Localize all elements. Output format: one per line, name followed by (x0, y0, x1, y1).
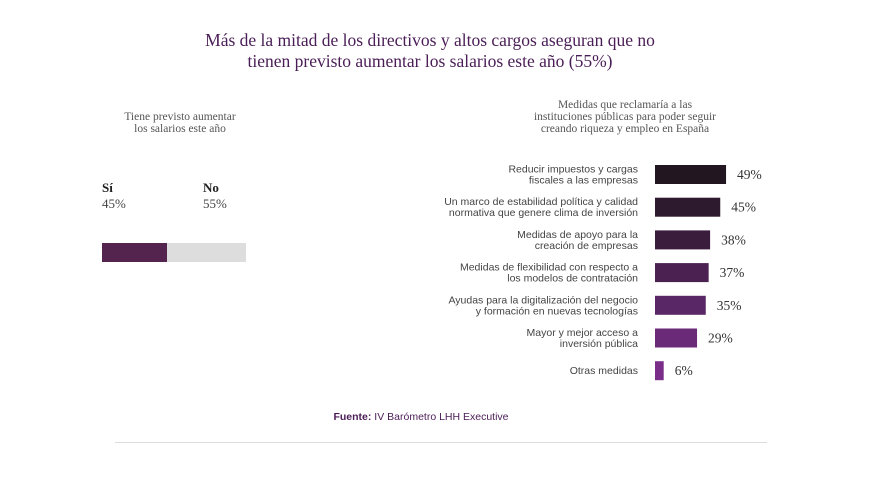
yes-value: 45% (102, 196, 126, 211)
right-subtitle-line-2: instituciones públicas para poder seguir (533, 111, 717, 123)
yes-label: Sí (102, 180, 113, 195)
left-subtitle-line-2: los salarios este año (134, 123, 226, 135)
source-label: Fuente: (333, 411, 372, 423)
value-label-7: 6% (675, 363, 693, 378)
value-label-2: 45% (731, 200, 756, 215)
right-subtitle-line-3: creando riqueza y empleo en España (540, 123, 710, 135)
left-subtitle-line-1: Tiene previsto aumentar (124, 111, 236, 123)
title-line-2: tienen previsto aumentar los salarios es… (247, 51, 613, 71)
right-subtitle-line-1: Medidas que reclamaría a las (557, 99, 693, 111)
bar-6 (655, 328, 698, 348)
title-line-1: Más de la mitad de los directivos y alto… (205, 30, 655, 50)
yes-share-fill (102, 243, 167, 262)
bar-3 (655, 230, 711, 250)
category-label-7: Otras medidas (570, 365, 638, 377)
bar-1 (655, 165, 727, 184)
bar-4 (655, 263, 709, 283)
category-label-5: Ayudas para la digitalización del negoci… (448, 294, 638, 317)
category-label-4: Medidas de flexibilidad con respecto a lo… (460, 262, 638, 285)
value-label-1: 49% (737, 167, 762, 182)
category-label-1: Reducir impuestos y cargas fiscales a las… (508, 164, 638, 187)
no-value: 55% (203, 196, 227, 211)
value-label-4: 37% (720, 265, 745, 280)
category-label-2: Un marco de estabilidad política y calid… (444, 196, 638, 219)
right-panel-subtitle: Medidas que reclamaría a las institucion… (480, 99, 770, 135)
value-label-5: 35% (717, 298, 742, 313)
category-label-3: Medidas de apoyo para la creación de empr… (517, 229, 638, 252)
chart-title: Más de la mitad de los directivos y alto… (0, 30, 860, 72)
yes-group: Sí 45% (102, 180, 126, 212)
no-label: No (203, 180, 219, 195)
left-panel-subtitle: Tiene previsto aumentar los salarios est… (100, 111, 260, 135)
value-label-6: 29% (708, 331, 733, 346)
no-group: No 55% (203, 180, 227, 212)
yes-no-stacked-bar (102, 243, 246, 262)
source-text: IV Barómetro LHH Executive (371, 411, 509, 423)
bar-5 (655, 295, 706, 315)
category-label-6: Mayor y mejor acceso a inversión pública (527, 327, 639, 350)
source-note: Fuente: IV Barómetro LHH Executive (0, 411, 842, 423)
bottom-divider (115, 442, 767, 443)
bar-2 (655, 197, 721, 217)
value-label-3: 38% (721, 232, 746, 247)
bar-7 (655, 361, 664, 381)
